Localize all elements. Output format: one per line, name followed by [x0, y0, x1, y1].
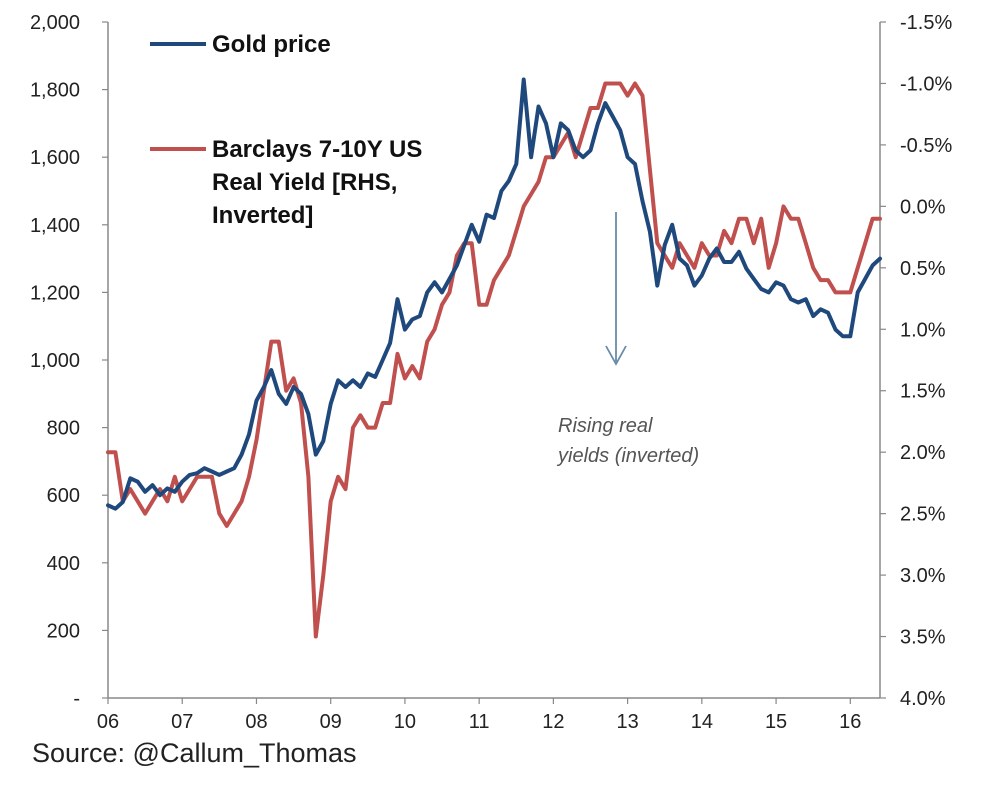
left-tick-label: 200: [47, 620, 80, 642]
annotation: Rising real yields (inverted): [556, 212, 699, 467]
x-tick-label: 07: [171, 711, 193, 733]
annotation-text-line: yields (inverted): [556, 445, 699, 467]
legend-yield-label-line: Barclays 7-10Y US: [212, 136, 422, 163]
x-tick-label: 13: [616, 711, 638, 733]
left-tick-label: 1,400: [30, 215, 80, 237]
x-tick-label: 15: [765, 711, 787, 733]
left-tick-label: 800: [47, 418, 80, 440]
annotation-text-line: Rising real: [558, 415, 653, 437]
right-tick-label: 4.0%: [900, 688, 946, 710]
right-tick-label: 1.5%: [900, 381, 946, 403]
legend: Gold price Barclays 7-10Y US Real Yield [R…: [150, 31, 422, 229]
real-yield-line: [106, 81, 882, 639]
left-tick-label: 400: [47, 553, 80, 575]
right-tick-label: -1.5%: [900, 12, 952, 34]
right-tick-label: 2.5%: [900, 504, 946, 526]
right-tick-label: -0.5%: [900, 135, 952, 157]
source-note: Source: @Callum_Thomas: [32, 738, 357, 768]
x-tick-label: 11: [469, 711, 490, 733]
x-tick-label: 06: [97, 711, 119, 733]
left-tick-label: 1,800: [30, 80, 80, 102]
left-tick-label: 600: [47, 485, 80, 507]
x-tick-label: 09: [320, 711, 342, 733]
left-tick-label: 1,600: [30, 147, 80, 169]
axes: 2,000 1,800 1,600 1,400 1,200 1,000 800 600 400 2…: [30, 12, 953, 733]
right-tick-label: -1.0%: [900, 73, 952, 95]
legend-yield-label-line: Inverted]: [212, 202, 313, 229]
right-tick-label: 2.0%: [900, 442, 946, 464]
x-tick-label: 08: [245, 711, 267, 733]
right-tick-label: 3.0%: [900, 565, 946, 587]
x-tick-label: 12: [542, 711, 564, 733]
right-tick-label: 1.0%: [900, 319, 946, 341]
left-tick-label: -: [73, 688, 80, 710]
left-tick-label: 2,000: [30, 12, 80, 34]
legend-yield-label-line: Real Yield [RHS,: [212, 169, 397, 196]
right-tick-label: 3.5%: [900, 627, 946, 649]
x-tick-label: 10: [394, 711, 416, 733]
series-layer: [106, 77, 882, 639]
right-tick-label: 0.0%: [900, 196, 946, 218]
right-tick-label: 0.5%: [900, 258, 946, 280]
x-tick-label: 14: [691, 711, 713, 733]
left-tick-label: 1,000: [30, 350, 80, 372]
left-tick-label: 1,200: [30, 282, 80, 304]
x-tick-label: 16: [839, 711, 861, 733]
legend-gold-label: Gold price: [212, 31, 331, 58]
annotation-arrow-head: [605, 345, 627, 366]
gold-price-line: [106, 77, 882, 511]
